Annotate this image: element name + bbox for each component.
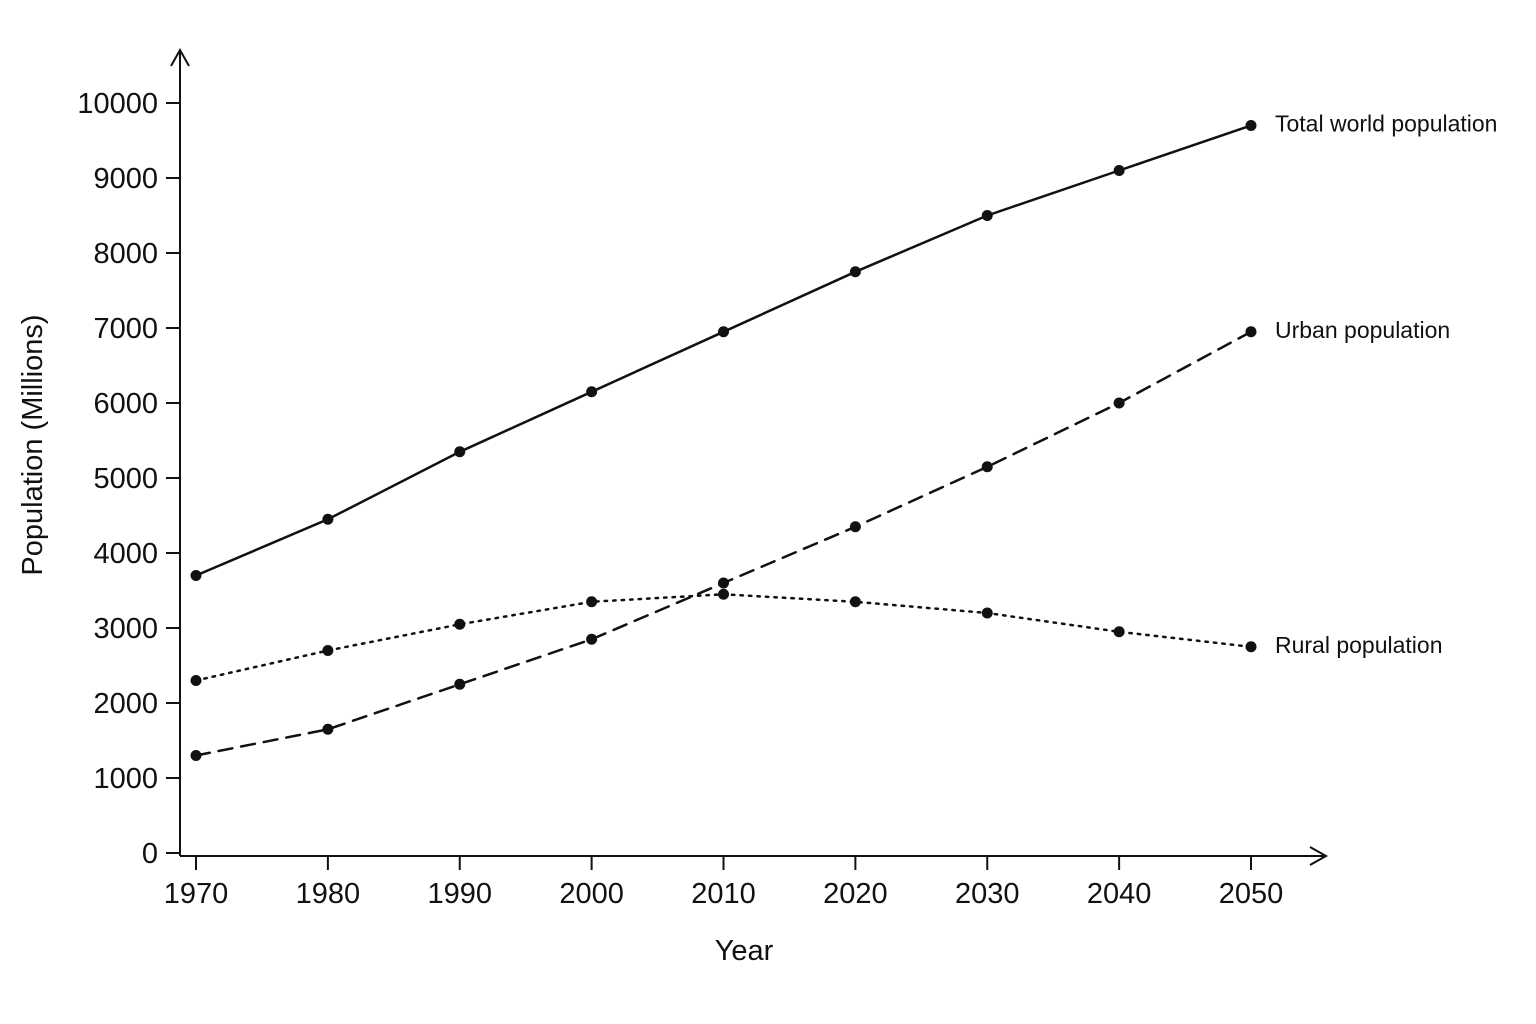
total-world-population-point (322, 513, 334, 525)
urban-population-point (718, 577, 729, 589)
x-tick-label: 2040 (1087, 878, 1152, 910)
y-axis-title: Population (Millions) (17, 314, 49, 575)
total-world-population-point (1245, 120, 1257, 131)
y-tick-label: 2000 (93, 688, 158, 720)
total-world-population-point (981, 210, 993, 221)
y-tick-label: 8000 (93, 238, 158, 270)
x-tick-label: 1990 (427, 878, 492, 910)
x-axis-title: Year (715, 935, 774, 967)
rural-population-label: Rural population (1275, 632, 1443, 658)
x-axis-arrow (1309, 846, 1329, 866)
y-ticks: 0 1000 2000 3000 4000 5000 6000 7000 8000 9000 100… (77, 88, 180, 870)
series-layer: Total world population Urban population Ru… (190, 111, 1497, 761)
urban-population-label: Urban population (1275, 317, 1450, 343)
rural-population-line (194, 593, 1253, 682)
total-world-population-point (718, 326, 729, 338)
x-tick-label: 1980 (296, 878, 361, 910)
rural-population-point (586, 596, 598, 608)
total-world-population-line (194, 124, 1253, 577)
total-world-population-label: Total world population (1275, 111, 1497, 137)
y-tick-label: 3000 (93, 613, 158, 645)
y-tick-label: 10000 (77, 88, 158, 120)
total-world-population-point (1113, 165, 1125, 176)
rural-population-point (454, 618, 466, 630)
total-world-population-point (454, 446, 466, 458)
x-tick-label: 2030 (955, 878, 1020, 910)
y-tick-label: 7000 (93, 313, 158, 345)
urban-population-point (586, 633, 598, 645)
urban-population-line (194, 330, 1253, 757)
x-tick-label: 2050 (1219, 878, 1284, 910)
rural-population-point (1113, 626, 1125, 638)
x-tick-label: 2020 (823, 878, 888, 910)
axes (170, 47, 1329, 866)
y-tick-label: 4000 (93, 538, 158, 570)
x-ticks: 1970 1980 1990 2000 2010 2020 2030 2040 2050 (164, 856, 1284, 910)
y-tick-label: 0 (142, 838, 158, 870)
total-world-population-point (849, 266, 861, 278)
urban-population-point (981, 461, 993, 473)
urban-population-point (454, 678, 466, 690)
urban-population-point (1245, 326, 1257, 338)
urban-population-point (190, 750, 202, 761)
rural-population-point (322, 645, 334, 656)
rural-population-point (718, 588, 729, 600)
y-tick-label: 9000 (93, 163, 158, 195)
x-tick-label: 1970 (164, 878, 229, 910)
rural-population-point (849, 596, 861, 608)
total-world-population-point (190, 570, 202, 581)
rural-population-point (981, 607, 993, 619)
urban-population-point (849, 521, 861, 533)
y-tick-label: 6000 (93, 388, 158, 420)
rural-population-point (1245, 641, 1257, 653)
y-tick-label: 5000 (93, 463, 158, 495)
x-tick-label: 2010 (691, 878, 756, 910)
rural-population-point (190, 675, 202, 686)
urban-population-point (1113, 397, 1125, 409)
y-tick-label: 1000 (93, 763, 158, 795)
y-axis-arrow (170, 47, 190, 67)
x-tick-label: 2000 (559, 878, 624, 910)
total-world-population-point (586, 386, 598, 398)
urban-population-point (322, 723, 334, 735)
